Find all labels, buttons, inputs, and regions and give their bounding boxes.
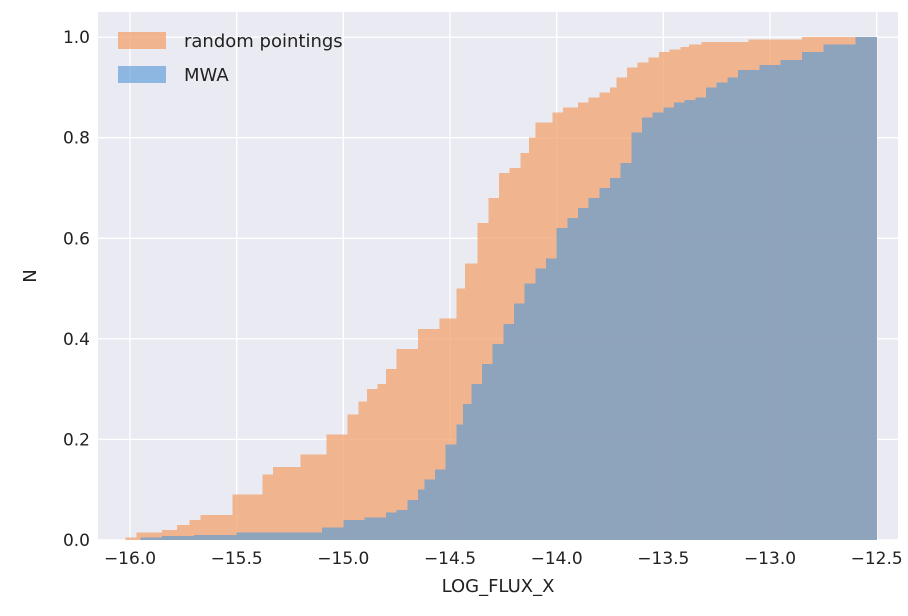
histogram-bin — [567, 218, 579, 540]
y-tick-label: 0.8 — [63, 129, 90, 149]
x-tick-label: −15.0 — [317, 549, 369, 569]
series-layer — [125, 37, 877, 541]
x-tick-label: −15.5 — [211, 549, 263, 569]
y-tick-label: 1.0 — [63, 28, 90, 48]
histogram-bin — [194, 534, 237, 540]
y-tick-label: 0.0 — [63, 531, 90, 551]
legend-swatch-mwa — [118, 66, 166, 83]
histogram-bin — [456, 424, 464, 540]
legend: random pointings MWA — [118, 31, 343, 86]
histogram-bin — [716, 82, 728, 541]
histogram-bin — [546, 258, 557, 540]
histogram-bin — [358, 401, 368, 540]
histogram-bin — [326, 434, 348, 540]
histogram-bin — [424, 479, 436, 540]
histogram-bin — [823, 44, 856, 540]
y-tick-label: 0.4 — [63, 330, 90, 350]
histogram-bin — [802, 52, 824, 540]
histogram-bin — [674, 102, 685, 540]
histogram-bin — [343, 519, 365, 540]
histogram-bin — [855, 37, 877, 541]
histogram-bin — [456, 288, 466, 540]
histogram-bin — [272, 467, 301, 540]
histogram-bin — [535, 268, 547, 540]
histogram-bin — [377, 384, 387, 540]
histogram-bin — [631, 132, 643, 540]
histogram-bin — [386, 512, 397, 540]
histogram-bin — [599, 188, 611, 540]
x-tick-label: −14.5 — [424, 549, 476, 569]
histogram-bin — [727, 77, 739, 540]
x-tick-label: −12.5 — [851, 549, 903, 569]
legend-label-mwa: MWA — [184, 65, 229, 86]
histogram-bin — [556, 228, 568, 540]
histogram-bin — [125, 537, 137, 540]
histogram-bin — [279, 532, 323, 540]
y-tick-label: 0.6 — [63, 229, 90, 249]
histogram-bin — [684, 100, 696, 540]
histogram-bin — [322, 527, 344, 540]
x-axis-label: LOG_FLUX_X — [442, 576, 555, 597]
legend-swatch-random-pointings — [118, 32, 166, 49]
x-tick-label: −14.0 — [531, 549, 583, 569]
histogram-bin — [759, 64, 781, 541]
histogram-bin — [418, 489, 425, 540]
histogram-bin — [503, 323, 515, 540]
histogram-bin — [236, 532, 280, 540]
histogram-bin — [300, 454, 327, 540]
histogram-bin — [396, 509, 408, 540]
histogram-bin — [663, 107, 675, 541]
histogram-bin — [642, 117, 653, 540]
histogram-bin — [620, 162, 632, 540]
histogram-bin — [524, 283, 536, 540]
histogram-bin — [347, 414, 359, 540]
histogram-bin — [386, 369, 397, 540]
histogram-bin — [578, 208, 589, 540]
histogram-bin — [136, 532, 163, 540]
histogram-bin — [610, 177, 621, 540]
histogram-bin — [162, 535, 195, 540]
y-axis-label: N — [20, 269, 41, 282]
histogram-bin — [366, 389, 378, 540]
histogram-bin — [262, 474, 274, 540]
histogram-bin — [738, 69, 760, 540]
histogram-bin — [364, 517, 387, 540]
histogram-bin — [482, 364, 493, 540]
histogram-bin — [162, 529, 178, 540]
y-tick-labels: 0.0 0.2 0.4 0.6 0.8 1.0 — [63, 28, 90, 551]
histogram-bin — [396, 348, 419, 540]
histogram-bin — [435, 469, 447, 540]
histogram-bin — [462, 404, 472, 540]
x-tick-label: −13.5 — [637, 549, 689, 569]
histogram-bin — [780, 59, 803, 541]
x-tick-label: −13.0 — [744, 549, 796, 569]
histogram-bin — [492, 343, 504, 540]
series-mwa — [140, 37, 877, 541]
x-tick-labels: −16.0 −15.5 −15.0 −14.5 −14.0 −13.5 −13.0 −12.5 — [104, 549, 903, 569]
legend-label-random-pointings: random pointings — [184, 31, 343, 52]
histogram-bin — [445, 444, 457, 540]
x-tick-label: −16.0 — [104, 549, 156, 569]
histogram-bin — [514, 303, 525, 540]
histogram-bin — [706, 87, 717, 540]
histogram-bin — [140, 537, 163, 540]
histogram-bin — [407, 499, 419, 540]
histogram-bin — [189, 519, 201, 540]
histogram-bin — [471, 384, 483, 540]
histogram-bin — [695, 97, 707, 540]
histogram-bin — [588, 198, 600, 541]
y-tick-label: 0.2 — [63, 430, 90, 450]
histogram-bin — [652, 112, 664, 541]
